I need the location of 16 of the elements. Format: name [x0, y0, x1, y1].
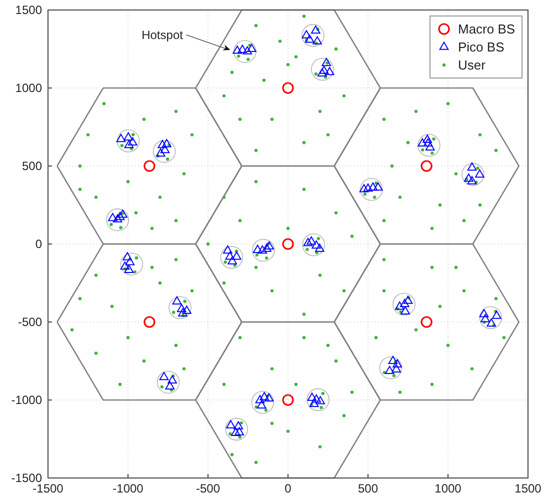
y-tick-label: 1500: [15, 2, 42, 17]
x-tick-label: -500: [196, 482, 220, 496]
x-tick-label: -1000: [112, 482, 144, 496]
x-tick-label: 500: [358, 482, 378, 496]
y-tick-label: 1000: [15, 80, 42, 95]
x-tick-label: 1000: [434, 482, 462, 496]
x-tick-label: 1500: [514, 482, 542, 496]
legend-label: Pico BS: [458, 40, 505, 54]
y-tick-label: 0: [35, 236, 42, 251]
y-tick-label: -500: [18, 314, 42, 329]
y-tick-label: 500: [22, 158, 42, 173]
y-tick-label: -1000: [11, 392, 42, 407]
annotation: Hotspot: [142, 28, 184, 42]
legend-label: Macro BS: [458, 22, 516, 36]
legend-label: User: [458, 58, 486, 72]
x-tick-label: 0: [284, 482, 292, 496]
